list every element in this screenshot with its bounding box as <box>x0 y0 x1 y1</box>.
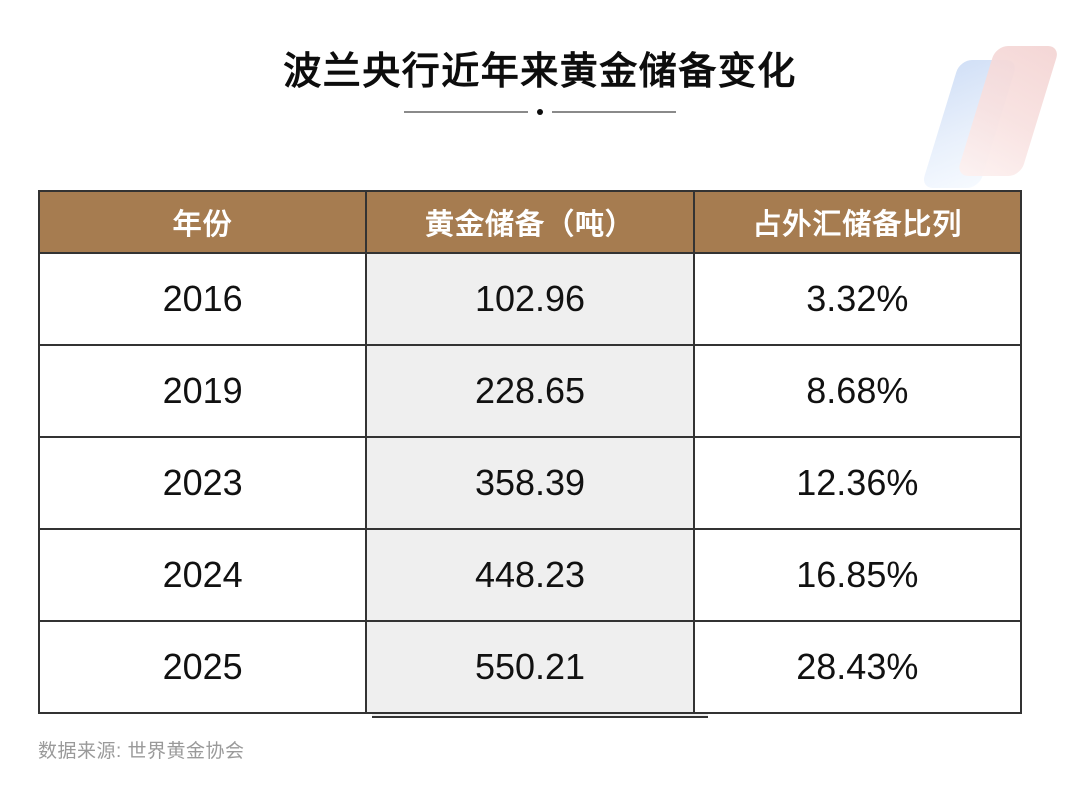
table-row: 2023 358.39 12.36% <box>37 436 1023 530</box>
gold-reserves-cell: 358.39 <box>365 436 695 530</box>
year-cell: 2025 <box>37 620 368 714</box>
table-row: 2016 102.96 3.32% <box>37 252 1023 346</box>
title-divider <box>0 109 1080 115</box>
column-header-year: 年份 <box>37 190 368 254</box>
gold-reserves-cell: 228.65 <box>365 344 695 438</box>
fx-share-cell: 28.43% <box>692 620 1023 714</box>
page-title: 波兰央行近年来黄金储备变化 <box>283 51 797 93</box>
table-row: 2019 228.65 8.68% <box>37 344 1023 438</box>
table-row: 2024 448.23 16.85% <box>37 528 1023 622</box>
fx-share-cell: 3.32% <box>692 252 1023 346</box>
gold-reserves-table: 年份 黄金储备（吨） 占外汇储备比列 2016 102.96 3.32% 201… <box>37 190 1023 714</box>
data-source-note: 数据来源: 世界黄金协会 <box>38 741 245 762</box>
highlight-column-overhang <box>372 714 708 718</box>
gold-reserves-cell: 448.23 <box>365 528 695 622</box>
column-header-fx-share: 占外汇储备比列 <box>692 190 1023 254</box>
year-cell: 2016 <box>37 252 368 346</box>
year-cell: 2024 <box>37 528 368 622</box>
column-header-gold-reserves: 黄金储备（吨） <box>365 190 695 254</box>
fx-share-cell: 12.36% <box>692 436 1023 530</box>
year-cell: 2019 <box>37 344 368 438</box>
divider-line-right <box>552 111 676 113</box>
divider-line-left <box>404 111 528 113</box>
table-header-row: 年份 黄金储备（吨） 占外汇储备比列 <box>37 190 1023 254</box>
gold-reserves-table-container: 年份 黄金储备（吨） 占外汇储备比列 2016 102.96 3.32% 201… <box>37 190 1023 718</box>
fx-share-cell: 8.68% <box>692 344 1023 438</box>
fx-share-cell: 16.85% <box>692 528 1023 622</box>
gold-reserves-cell: 102.96 <box>365 252 695 346</box>
divider-dot-icon <box>537 109 543 115</box>
gold-reserves-cell: 550.21 <box>365 620 695 714</box>
table-row: 2025 550.21 28.43% <box>37 620 1023 714</box>
year-cell: 2023 <box>37 436 368 530</box>
